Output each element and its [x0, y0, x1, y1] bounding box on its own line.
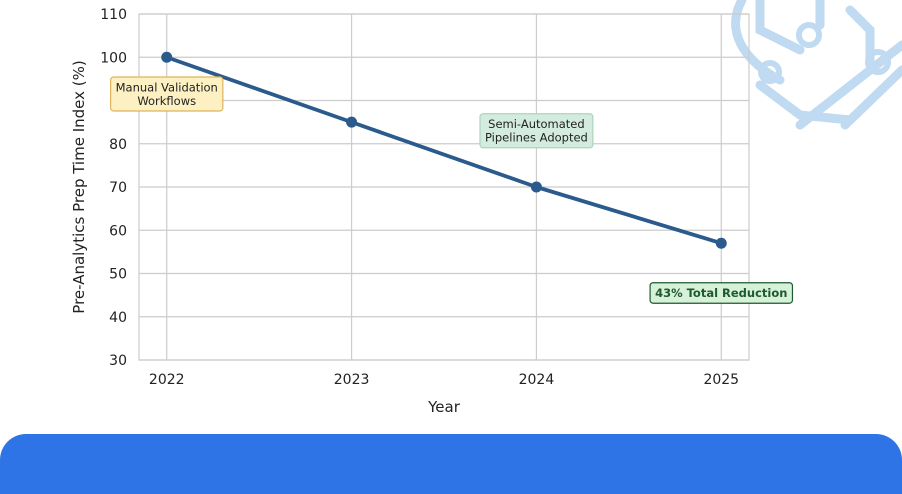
data-point [161, 51, 173, 63]
series-layer [161, 51, 727, 249]
y-tick-label: 60 [109, 223, 127, 239]
series-line [164, 55, 724, 246]
y-tick-label: 50 [109, 267, 127, 283]
annotation-box [649, 282, 794, 304]
data-point [530, 181, 542, 193]
circuit-icon [731, 0, 902, 130]
y-tick-label: 40 [109, 310, 127, 326]
annotation-text: Pipelines Adopted [485, 131, 588, 145]
annotation-text: 43% Total Reduction [655, 286, 787, 300]
footer-bar [0, 434, 902, 494]
y-tick-label: 30 [109, 353, 127, 369]
grid-lines [139, 13, 749, 361]
annotation-text: Semi-Automated [488, 117, 585, 131]
x-tick-label: 2022 [149, 372, 185, 388]
annotation-box [479, 113, 594, 149]
plot-frame [138, 13, 750, 361]
annotation-text: Workflows [137, 94, 196, 108]
annotation-box [110, 76, 224, 112]
y-tick-label: 70 [109, 180, 127, 196]
x-axis-ticks: 2022 2023 2024 2025 [149, 372, 739, 388]
y-tick-label: 100 [100, 50, 127, 66]
data-point [346, 116, 358, 128]
y-tick-label: 80 [109, 137, 127, 153]
y-axis-title: Pre-Analytics Prep Time Index (%) [70, 60, 88, 313]
data-point [715, 237, 727, 249]
y-axis-ticks: 30405060708090100110 [100, 7, 127, 369]
x-tick-label: 2023 [334, 372, 370, 388]
y-tick-label: 110 [100, 7, 127, 23]
x-axis-title: Year [427, 398, 461, 416]
x-tick-label: 2024 [519, 372, 555, 388]
annotation-reduction: 43% Total Reduction [649, 282, 794, 304]
annotation-text: Manual Validation [116, 80, 218, 94]
x-tick-label: 2025 [703, 372, 739, 388]
